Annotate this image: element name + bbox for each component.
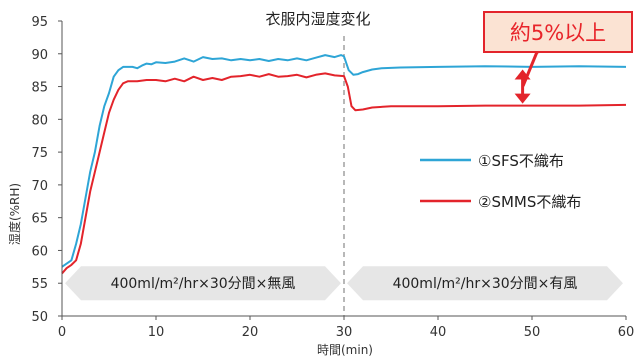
y-tick-label: 95 — [31, 15, 48, 30]
callout-box — [483, 11, 633, 53]
callout: 約5%以上 — [483, 11, 633, 104]
y-tick-label: 70 — [31, 179, 48, 194]
y-tick-label: 75 — [31, 146, 48, 161]
x-tick-label: 40 — [430, 325, 447, 340]
phase-arrow-1 — [65, 266, 341, 301]
legend-label-1: ①SFS不織布 — [478, 152, 564, 170]
y-tick-label: 80 — [31, 113, 48, 128]
series-line-2 — [61, 72, 627, 275]
y-tick-label: 50 — [31, 310, 48, 325]
x-tick-label: 20 — [242, 325, 259, 340]
double-arrow-head-down — [514, 93, 531, 104]
phase-arrow-2 — [347, 266, 623, 301]
legend-label-2: ②SMMS不織布 — [478, 193, 581, 211]
x-tick-label: 10 — [148, 325, 165, 340]
y-tick-label: 60 — [31, 244, 48, 259]
x-axis-title: 時間(min) — [317, 343, 373, 357]
series-line-1 — [61, 54, 627, 268]
y-tick-label: 85 — [31, 81, 48, 96]
phase-label-2: 400ml/m²/hr×30分間×有風 — [393, 276, 578, 292]
double-arrow-head-up — [514, 69, 531, 80]
series-lines — [61, 54, 627, 275]
legend: ①SFS不織布 ②SMMS不織布 — [420, 152, 581, 211]
y-tick-label: 65 — [31, 212, 48, 227]
chart-title: 衣服内湿度変化 — [265, 10, 370, 28]
axes: 50 55 60 65 70 75 80 85 90 95 0 10 20 30 40 50 60 — [31, 15, 634, 340]
phase-label-1: 400ml/m²/hr×30分間×無風 — [111, 276, 296, 292]
x-tick-label: 50 — [524, 325, 541, 340]
y-axis-title: 湿度(%RH) — [7, 183, 22, 245]
callout-label: 約5%以上 — [510, 21, 606, 45]
x-tick-label: 60 — [618, 325, 635, 340]
phase-arrows: 400ml/m²/hr×30分間×無風 400ml/m²/hr×30分間×有風 — [65, 266, 623, 301]
y-tick-label: 90 — [31, 48, 48, 63]
x-tick-label: 0 — [58, 325, 66, 340]
x-tick-label: 30 — [336, 325, 353, 340]
callout-leader-line — [521, 51, 539, 87]
y-tick-label: 55 — [31, 277, 48, 292]
